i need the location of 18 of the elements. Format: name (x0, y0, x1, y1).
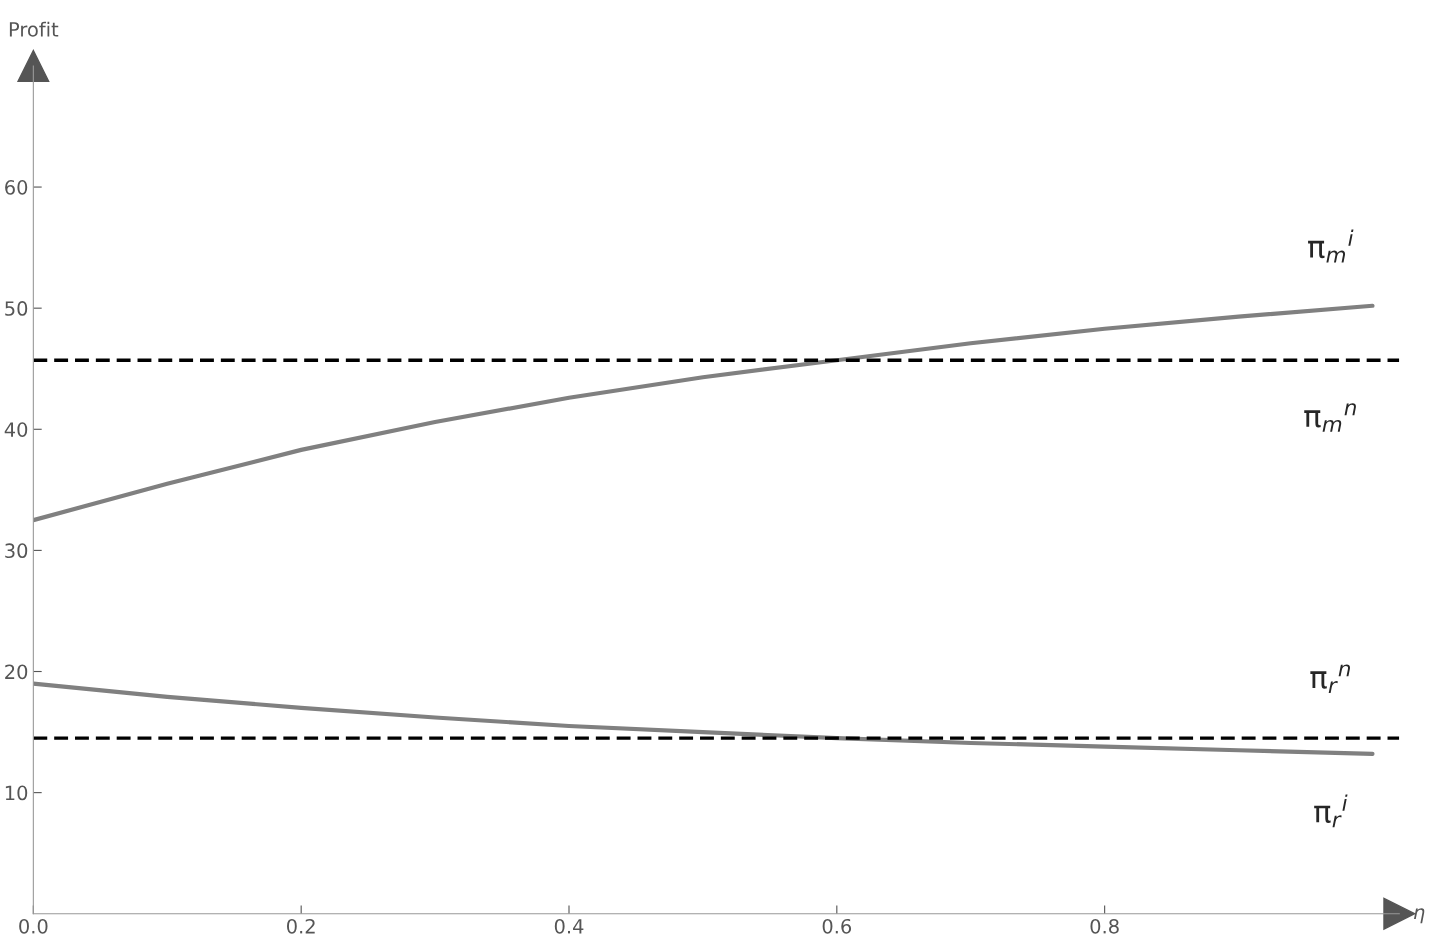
y-tick-label: 40 (4, 422, 28, 437)
x-tick-label: 0.4 (554, 918, 584, 934)
y-tick-label: 60 (5, 180, 28, 195)
ref-line-label: π$_{m}$$^{n}$ (1304, 403, 1356, 432)
series-label: π$_{m}$$^{i}$ (1308, 229, 1354, 263)
ref-line-label: π$_{r}$$^{n}$ (1310, 664, 1350, 694)
x-tick-label: 0.2 (286, 918, 315, 934)
y-tick-label: 10 (5, 785, 28, 801)
x-tick-label: 0.8 (1090, 918, 1119, 934)
y-tick-label: 50 (5, 301, 28, 316)
series-label: π$_{r}$$^{i}$ (1314, 794, 1348, 828)
y-tick-label: 30 (5, 543, 28, 559)
y-axis-title: Profit (9, 21, 59, 37)
x-tick-label: 0.0 (19, 918, 48, 934)
y-tick-label: 20 (5, 664, 28, 680)
x-axis-title: η (1414, 908, 1425, 924)
line-series (33, 303, 1375, 523)
x-tick-label: 0.6 (822, 918, 852, 934)
